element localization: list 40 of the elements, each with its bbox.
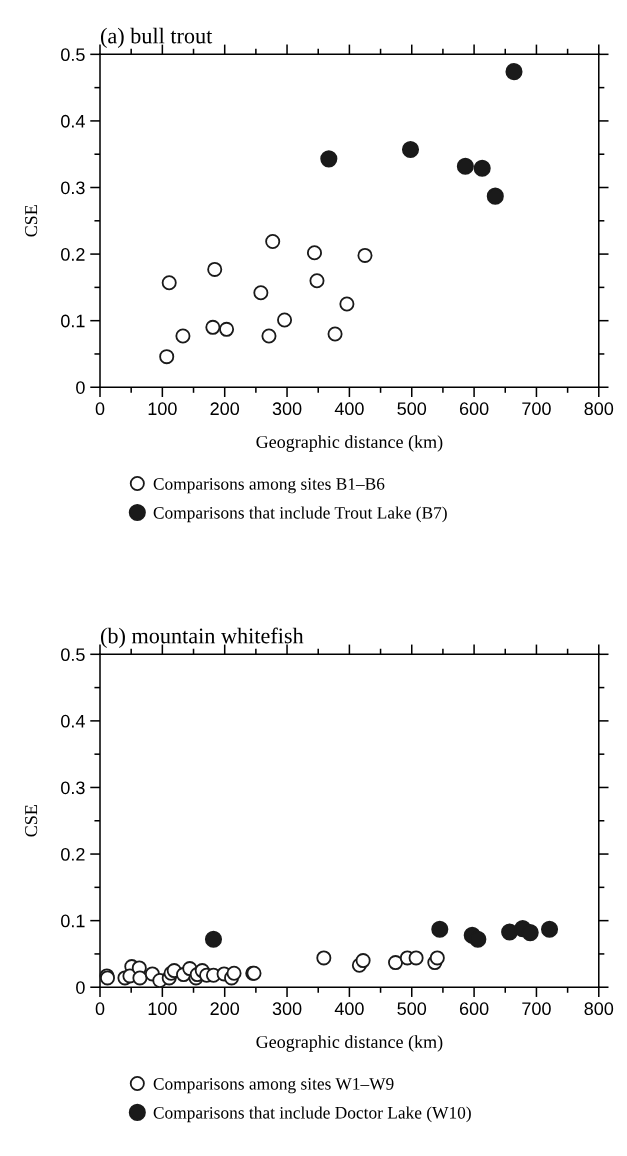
x-tick-label: 300 — [272, 1002, 302, 1016]
y-tick-label: 0.4 — [61, 714, 85, 728]
y-tick-label: 0.3 — [61, 181, 85, 195]
x-tick-label: 500 — [397, 402, 427, 416]
legend-label: Comparisons that include Doctor Lake (W10) — [153, 1106, 471, 1123]
x-tick-label: 700 — [522, 1002, 551, 1016]
x-tick-label: 500 — [397, 1002, 427, 1016]
x-tick-label: 400 — [334, 1002, 364, 1016]
x-tick-label: 200 — [210, 402, 240, 416]
y-tick-label: 0.2 — [61, 248, 85, 261]
x-tick-label: 0 — [95, 1002, 105, 1016]
x-tick-label: 100 — [148, 402, 177, 416]
chart-title: (a) bull trout — [100, 27, 213, 48]
x-tick-label: 0 — [95, 402, 105, 416]
x-tick-label: 700 — [522, 402, 551, 416]
x-tick-label: 800 — [584, 1002, 614, 1016]
y-axis-title: CSE — [25, 805, 38, 837]
y-axis-title: CSE — [25, 205, 38, 237]
y-tick-label: 0.2 — [61, 847, 85, 861]
y-tick-label: 0.1 — [61, 314, 85, 328]
x-tick-label: 300 — [272, 402, 302, 416]
x-tick-label: 800 — [584, 402, 614, 416]
y-tick-label: 0.5 — [61, 648, 85, 662]
chart-title: (b) mountain whitefish — [100, 627, 304, 648]
y-tick-label: 0.1 — [61, 914, 85, 928]
y-tick-label: 0.5 — [61, 48, 85, 62]
x-tick-label: 600 — [459, 1002, 489, 1016]
legend-label: Comparisons among sites W1–W9 — [153, 1078, 394, 1094]
x-tick-label: 600 — [459, 402, 489, 416]
x-axis-title: Geographic distance (km) — [256, 1035, 443, 1052]
y-tick-label: 0.3 — [61, 781, 85, 795]
x-tick-label: 100 — [148, 1002, 177, 1016]
y-tick-label: 0.4 — [61, 114, 85, 128]
x-axis-title: Geographic distance (km) — [256, 435, 443, 452]
legend-label: Comparisons among sites B1–B6 — [153, 478, 385, 494]
x-tick-label: 400 — [334, 402, 364, 416]
y-tick-label: 0 — [76, 381, 85, 394]
x-tick-label: 200 — [210, 1002, 240, 1016]
legend-label: Comparisons that include Trout Lake (B7) — [153, 506, 447, 523]
y-tick-label: 0 — [76, 981, 85, 994]
